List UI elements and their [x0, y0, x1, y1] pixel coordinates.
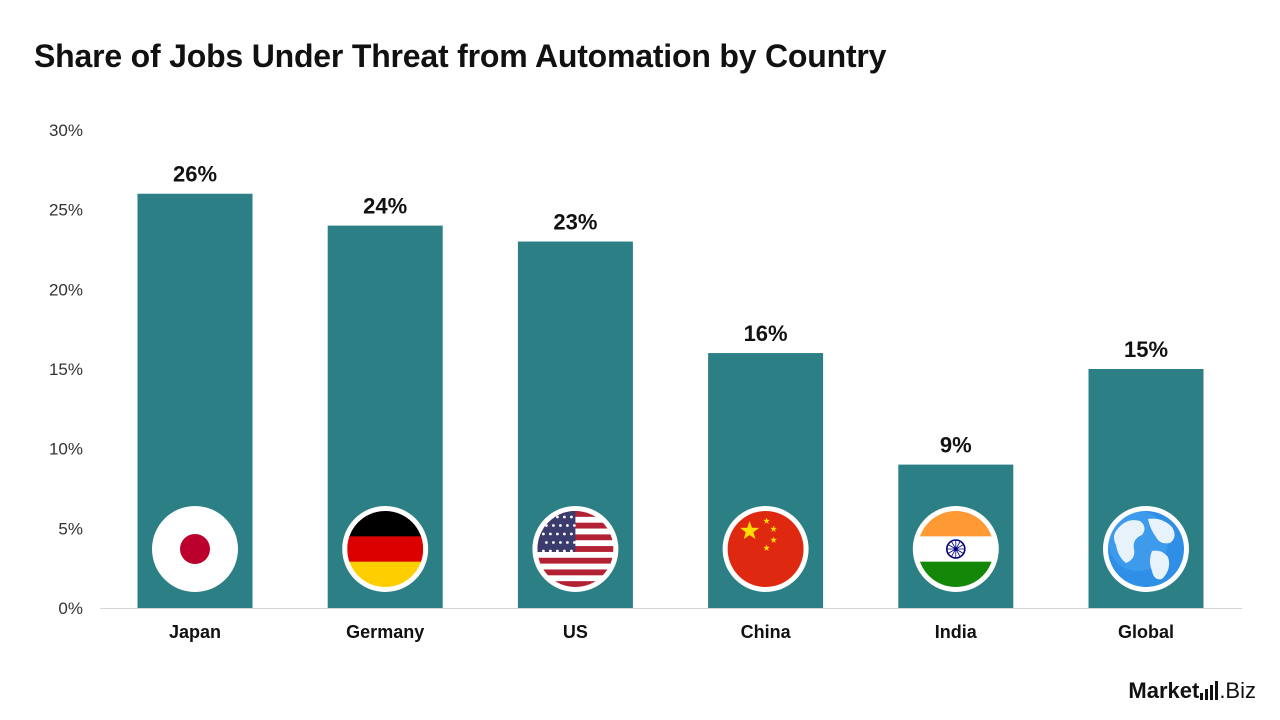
data-label: 24% [363, 194, 407, 219]
x-tick-label: India [935, 622, 978, 642]
x-tick-label: China [741, 622, 792, 642]
data-label: 23% [553, 210, 597, 235]
y-tick-label: 20% [49, 280, 83, 299]
y-tick-label: 25% [49, 201, 83, 220]
y-tick-label: 10% [49, 440, 83, 459]
y-tick-label: 0% [58, 599, 83, 618]
chart-title: Share of Jobs Under Threat from Automati… [34, 38, 887, 74]
y-tick-label: 30% [49, 121, 83, 140]
x-tick-label: Global [1118, 622, 1174, 642]
brand-logo: Market .Biz [1128, 678, 1256, 704]
germany-flag-icon [342, 506, 429, 592]
y-tick-label: 15% [49, 360, 83, 379]
us-flag-icon [532, 506, 619, 592]
y-axis: 0% 5% 10% 15% 20% 25% 30% [49, 121, 83, 618]
x-tick-label: US [563, 622, 588, 642]
x-axis: Japan Germany US China India Global [100, 608, 1242, 642]
data-label: 15% [1124, 337, 1168, 362]
y-tick-label: 5% [58, 519, 83, 538]
china-flag-icon [722, 506, 809, 592]
data-label: 16% [744, 321, 788, 346]
japan-flag-icon [152, 506, 238, 592]
brand-bars-icon [1200, 680, 1219, 700]
india-flag-icon [912, 506, 999, 592]
brand-suffix: .Biz [1219, 678, 1256, 703]
bars: 26% 24% 23% 16% 9% 15% [137, 162, 1204, 609]
x-tick-label: Japan [169, 622, 221, 642]
brand-name: Market [1128, 678, 1200, 703]
x-tick-label: Germany [346, 622, 424, 642]
data-label: 26% [173, 162, 217, 187]
globe-icon [1103, 506, 1189, 592]
data-label: 9% [940, 433, 972, 458]
